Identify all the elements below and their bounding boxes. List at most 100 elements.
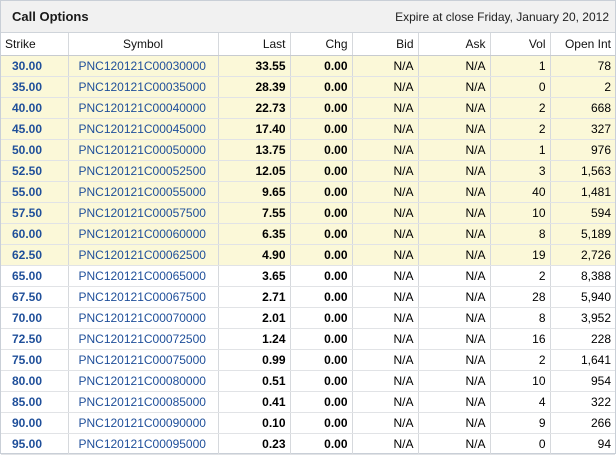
strike-link[interactable]: 60.00 (1, 223, 69, 245)
symbol-link[interactable]: PNC120121C00065000 (68, 265, 219, 287)
strike-link[interactable]: 57.50 (1, 202, 69, 224)
symbol-link[interactable]: PNC120121C00062500 (68, 244, 219, 266)
symbol-link[interactable]: PNC120121C00070000 (68, 307, 219, 329)
strike-link[interactable]: 65.00 (1, 265, 69, 287)
table-row: 70.00 PNC120121C00070000 2.01 0.00 N/A N/A 8 3,… (1, 307, 615, 329)
price-change: 0.00 (290, 265, 353, 287)
options-table: Strike Symbol Last Chg Bid Ask Vol Open … (1, 33, 615, 455)
bid-value: N/A (352, 391, 419, 413)
volume-value: 0 (490, 76, 551, 98)
strike-link[interactable]: 90.00 (1, 412, 69, 434)
last-price: 2.01 (218, 307, 291, 329)
symbol-link[interactable]: PNC120121C00030000 (68, 55, 219, 77)
ask-value: N/A (418, 412, 491, 434)
symbol-link[interactable]: PNC120121C00050000 (68, 139, 219, 161)
strike-link[interactable]: 62.50 (1, 244, 69, 266)
price-change: 0.00 (290, 349, 353, 371)
strike-link[interactable]: 35.00 (1, 76, 69, 98)
strike-link[interactable]: 80.00 (1, 370, 69, 392)
ask-value: N/A (418, 118, 491, 140)
col-header-vol[interactable]: Vol (490, 33, 551, 56)
bid-value: N/A (352, 118, 419, 140)
col-header-symbol[interactable]: Symbol (68, 33, 219, 56)
last-price: 2.71 (218, 286, 291, 308)
symbol-link[interactable]: PNC120121C00055000 (68, 181, 219, 203)
strike-link[interactable]: 50.00 (1, 139, 69, 161)
col-header-bid[interactable]: Bid (352, 33, 419, 56)
price-change: 0.00 (290, 181, 353, 203)
col-header-last[interactable]: Last (218, 33, 291, 56)
symbol-link[interactable]: PNC120121C00045000 (68, 118, 219, 140)
strike-link[interactable]: 55.00 (1, 181, 69, 203)
price-change: 0.00 (290, 160, 353, 182)
ask-value: N/A (418, 244, 491, 266)
ask-value: N/A (418, 349, 491, 371)
bid-value: N/A (352, 370, 419, 392)
volume-value: 2 (490, 118, 551, 140)
bid-value: N/A (352, 223, 419, 245)
open-interest-value: 3,952 (550, 307, 615, 329)
panel-header: Call Options Expire at close Friday, Jan… (1, 1, 615, 33)
volume-value: 10 (490, 370, 551, 392)
strike-link[interactable]: 72.50 (1, 328, 69, 350)
volume-value: 2 (490, 349, 551, 371)
price-change: 0.00 (290, 118, 353, 140)
strike-link[interactable]: 75.00 (1, 349, 69, 371)
last-price: 7.55 (218, 202, 291, 224)
strike-link[interactable]: 40.00 (1, 97, 69, 119)
col-header-ask[interactable]: Ask (418, 33, 491, 56)
symbol-link[interactable]: PNC120121C00080000 (68, 370, 219, 392)
strike-link[interactable]: 67.50 (1, 286, 69, 308)
price-change: 0.00 (290, 202, 353, 224)
ask-value: N/A (418, 55, 491, 77)
price-change: 0.00 (290, 307, 353, 329)
symbol-link[interactable]: PNC120121C00095000 (68, 433, 219, 455)
symbol-link[interactable]: PNC120121C00040000 (68, 97, 219, 119)
last-price: 9.65 (218, 181, 291, 203)
panel-title: Call Options (12, 9, 89, 24)
last-price: 0.99 (218, 349, 291, 371)
col-header-open-int[interactable]: Open Int (550, 33, 615, 56)
symbol-link[interactable]: PNC120121C00072500 (68, 328, 219, 350)
open-interest-value: 327 (550, 118, 615, 140)
bid-value: N/A (352, 202, 419, 224)
strike-link[interactable]: 85.00 (1, 391, 69, 413)
ask-value: N/A (418, 433, 491, 455)
table-row: 90.00 PNC120121C00090000 0.10 0.00 N/A N/A 9 26… (1, 412, 615, 434)
col-header-chg[interactable]: Chg (290, 33, 353, 56)
symbol-link[interactable]: PNC120121C00057500 (68, 202, 219, 224)
table-row: 40.00 PNC120121C00040000 22.73 0.00 N/A N/A 2 6… (1, 97, 615, 119)
ask-value: N/A (418, 223, 491, 245)
symbol-link[interactable]: PNC120121C00075000 (68, 349, 219, 371)
table-row: 80.00 PNC120121C00080000 0.51 0.00 N/A N/A 10 9… (1, 370, 615, 392)
bid-value: N/A (352, 139, 419, 161)
price-change: 0.00 (290, 244, 353, 266)
symbol-link[interactable]: PNC120121C00090000 (68, 412, 219, 434)
symbol-link[interactable]: PNC120121C00060000 (68, 223, 219, 245)
symbol-link[interactable]: PNC120121C00067500 (68, 286, 219, 308)
symbol-link[interactable]: PNC120121C00052500 (68, 160, 219, 182)
ask-value: N/A (418, 160, 491, 182)
col-header-strike[interactable]: Strike (1, 33, 69, 56)
strike-link[interactable]: 95.00 (1, 433, 69, 455)
strike-link[interactable]: 45.00 (1, 118, 69, 140)
table-row: 62.50 PNC120121C00062500 4.90 0.00 N/A N/A 19 2… (1, 244, 615, 266)
ask-value: N/A (418, 76, 491, 98)
bid-value: N/A (352, 97, 419, 119)
ask-value: N/A (418, 307, 491, 329)
volume-value: 19 (490, 244, 551, 266)
strike-link[interactable]: 70.00 (1, 307, 69, 329)
volume-value: 2 (490, 97, 551, 119)
volume-value: 9 (490, 412, 551, 434)
strike-link[interactable]: 30.00 (1, 55, 69, 77)
ask-value: N/A (418, 286, 491, 308)
last-price: 1.24 (218, 328, 291, 350)
symbol-link[interactable]: PNC120121C00085000 (68, 391, 219, 413)
price-change: 0.00 (290, 76, 353, 98)
volume-value: 0 (490, 433, 551, 455)
bid-value: N/A (352, 286, 419, 308)
ask-value: N/A (418, 202, 491, 224)
open-interest-value: 976 (550, 139, 615, 161)
symbol-link[interactable]: PNC120121C00035000 (68, 76, 219, 98)
strike-link[interactable]: 52.50 (1, 160, 69, 182)
